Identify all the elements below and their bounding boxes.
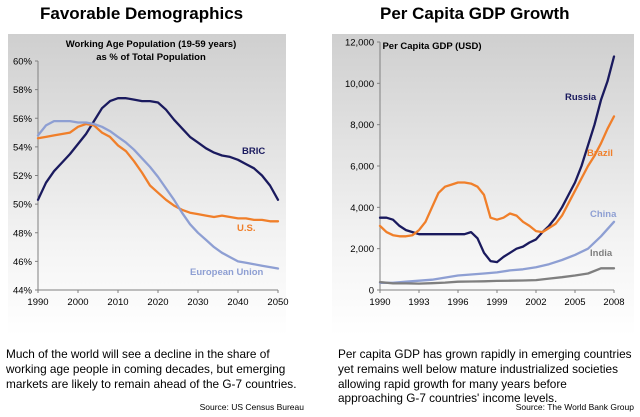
gdp-y-tick-label: 4,000 [350, 203, 374, 214]
right-source-note: Source: The World Bank Group [515, 402, 634, 412]
demo-x-tick-label: 2030 [187, 297, 208, 308]
demo-y-tick-label: 44% [13, 286, 33, 297]
gdp-x-tick-label: 1999 [486, 297, 507, 308]
demo-series-u-s-label: U.S. [237, 223, 255, 234]
gdp-x-tick-label: 2008 [603, 297, 624, 308]
right-panel-title: Per Capita GDP Growth [380, 4, 570, 23]
gdp-chart-title: Per Capita GDP (USD) [382, 41, 481, 52]
demo-y-tick-label: 58% [13, 85, 33, 96]
gdp-y-tick-label: 6,000 [350, 162, 374, 173]
demo-x-tick-label: 2010 [107, 297, 128, 308]
gdp-series-brazil-line [378, 115, 616, 238]
right-description: Per capita GDP has grown rapidly in emer… [338, 347, 632, 406]
gdp-series-china-line [378, 220, 616, 284]
gdp-x-tick-label: 1993 [408, 297, 429, 308]
demo-y-tick-label: 48% [13, 228, 33, 239]
demo-series-european-union-line [36, 119, 280, 270]
gdp-x-tick-label: 2002 [525, 297, 546, 308]
demo-y-tick-label: 52% [13, 171, 33, 182]
left-plot-background [8, 34, 286, 336]
gdp-y-tick-label: 10,000 [345, 79, 374, 90]
demo-series-u-s-line [36, 122, 280, 223]
left-panel-title: Favorable Demographics [40, 4, 244, 23]
gdp-x-tick-label: 1996 [447, 297, 468, 308]
demo-x-tick-label: 1990 [27, 297, 48, 308]
demo-y-tick-label: 46% [13, 257, 33, 268]
demo-chart-title: Working Age Population (19-59 years) [66, 39, 237, 50]
gdp-x-tick-label: 1990 [369, 297, 390, 308]
gdp-y-tick-label: 12,000 [345, 38, 374, 49]
gdp-chart: 0 2,000 4,000 6,000 8,000 10,000 12,000 1990 199… [345, 38, 625, 309]
demo-y-tick-label: 50% [13, 200, 33, 211]
left-description: Much of the world will see a decline in … [6, 347, 297, 391]
gdp-series-russia-label: Russia [565, 92, 597, 103]
demo-y-tick-label: 56% [13, 114, 33, 125]
demo-x-tick-label: 2040 [227, 297, 248, 308]
gdp-series-brazil-label: Brazil [587, 148, 613, 159]
gdp-x-tick-label: 2005 [564, 297, 585, 308]
demo-series-bric-label: BRIC [242, 146, 265, 157]
demographics-chart: 44% 46% 48% 50% 52% 54% 56% 58% 60% 1990 2000 2010 2… [13, 39, 289, 308]
gdp-y-tick-label: 8,000 [350, 120, 374, 131]
demo-series-european-union-label: European Union [190, 267, 264, 278]
demo-series-bric-line [36, 97, 280, 201]
gdp-y-tick-label: 2,000 [350, 244, 374, 255]
demo-x-tick-label: 2050 [267, 297, 288, 308]
gdp-y-tick-label: 0 [369, 286, 374, 297]
demo-chart-subtitle: as % of Total Population [96, 52, 206, 63]
demo-y-tick-label: 54% [13, 142, 33, 153]
gdp-series-india-label: India [590, 248, 613, 259]
right-plot-background [332, 34, 634, 336]
gdp-series-china-label: China [590, 209, 617, 220]
gdp-series-russia-line [378, 55, 616, 264]
demo-y-tick-label: 60% [13, 57, 33, 68]
demo-x-tick-label: 2000 [67, 297, 88, 308]
demo-x-tick-label: 2020 [147, 297, 168, 308]
gdp-series-india-line [378, 267, 616, 285]
left-source-note: Source: US Census Bureau [199, 402, 304, 412]
